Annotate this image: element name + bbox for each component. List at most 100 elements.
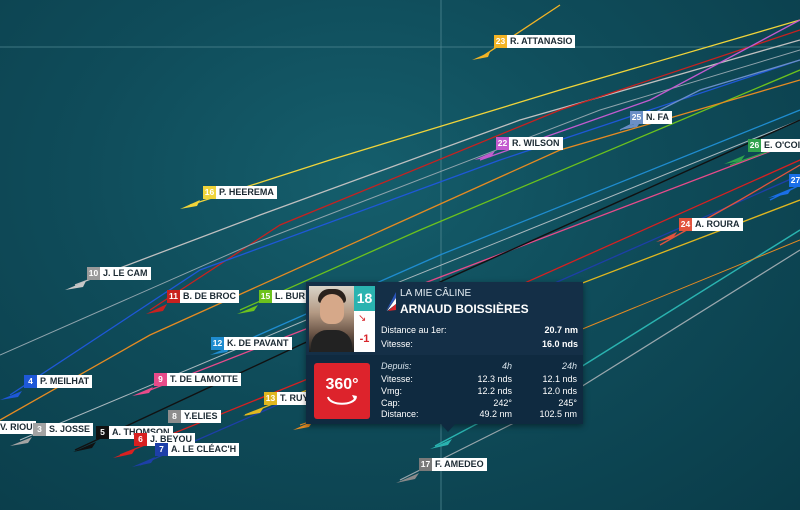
boat-info-popup: 18 ↘ -1 LA MIE CÂLINE ARNAUD BOISSIÈRES … — [306, 282, 583, 424]
boat-marker-josse[interactable] — [10, 437, 32, 446]
boat-rank: 13 — [264, 392, 277, 405]
stats-cell-24h: 12.1 nds — [542, 374, 577, 384]
boat-rank: 3 — [33, 423, 46, 436]
boat-name: J. LE CAM — [100, 267, 151, 280]
boat-marker-roura[interactable] — [656, 232, 677, 242]
boat-name: S. JOSSE — [46, 423, 94, 436]
boat-name: P. MEILHAT — [37, 375, 93, 388]
boat-label-roura[interactable]: 24 A. ROURA — [679, 218, 743, 231]
stats-cell-24h: 245° — [558, 398, 577, 408]
boat-name: T. DE LAMOTTE — [167, 373, 241, 386]
popup-boat-name: LA MIE CÂLINE — [400, 288, 472, 299]
view-360-button[interactable]: 360° — [314, 363, 370, 419]
boat-rank: 9 — [154, 373, 167, 386]
boat-marker-heerema[interactable] — [180, 200, 200, 209]
boat-label-de-lamotte[interactable]: 9 T. DE LAMOTTE — [154, 373, 241, 386]
boat-name: E. O'COI — [761, 139, 800, 152]
boat-rank: 7 — [155, 443, 168, 456]
boat-rank: 12 — [211, 337, 224, 350]
boat-marker-attanasio[interactable] — [472, 52, 490, 60]
boat-marker-le-cam[interactable] — [65, 281, 86, 290]
boat-marker-le-cleach[interactable] — [132, 457, 155, 467]
boat-label-wilson[interactable]: 22 R. WILSON — [496, 137, 563, 150]
boat-label-27[interactable]: 27 — [789, 174, 800, 187]
boat-marker-boissieres[interactable] — [430, 439, 452, 449]
distance-to-leader-label: Distance au 1er: — [381, 325, 447, 335]
boat-label-amedeo[interactable]: 17 F. AMEDEO — [419, 458, 487, 471]
boat-rank: 6 — [134, 433, 147, 446]
track-le-cam — [74, 39, 800, 286]
boat-rank: 25 — [630, 111, 643, 124]
boat-marker-de-lamotte[interactable] — [132, 387, 153, 396]
boat-name: R. WILSON — [509, 137, 563, 150]
boat-rank: 27 — [789, 174, 800, 187]
boat-marker-27[interactable] — [768, 188, 792, 198]
skipper-photo — [309, 286, 354, 352]
boat-label-josse[interactable]: 3 S. JOSSE — [33, 423, 94, 436]
boat-rank: 15 — [259, 290, 272, 303]
boat-name: Y.ELIES — [181, 410, 221, 423]
boat-name: V. RIOU — [0, 421, 36, 434]
boat-name: R. ATTANASIO — [507, 35, 576, 48]
stats-cell-24h: 102.5 nm — [539, 409, 577, 419]
boat-label-ruyant[interactable]: 13 T. RUY — [264, 392, 312, 405]
boat-label-de-pavant[interactable]: 12 K. DE PAVANT — [211, 337, 292, 350]
boat-rank: 11 — [167, 290, 180, 303]
boat-marker-meilhat[interactable] — [0, 391, 22, 400]
boat-name: L. BUR — [272, 290, 308, 303]
boat-label-beyou[interactable]: 6 J. BEYOU — [134, 433, 196, 446]
popup-pointer — [441, 424, 455, 432]
boat-label-de-broc[interactable]: 11 B. DE BROC — [167, 290, 240, 303]
skipper-photo-face — [320, 294, 344, 324]
boat-label-fa[interactable]: 25 N. FA — [630, 111, 673, 124]
boat-rank: 26 — [748, 139, 761, 152]
boat-marker-wilson[interactable] — [474, 151, 495, 160]
track-thomson — [74, 119, 800, 451]
speed-value: 16.0 nds — [541, 339, 578, 349]
boat-label-heerema[interactable]: 16 P. HEEREMA — [203, 186, 277, 199]
boat-marker-ruyant[interactable] — [243, 407, 264, 416]
boat-rank: 10 — [87, 267, 100, 280]
track-grey-1 — [0, 49, 800, 356]
since-label: Depuis: — [381, 361, 412, 371]
popup-skipper-name: ARNAUD BOISSIÈRES — [400, 302, 529, 316]
boat-label-ocoimhin[interactable]: 26 E. O'COI — [748, 139, 800, 152]
track-heerema — [189, 19, 800, 206]
boat-marker-amedeo[interactable] — [396, 473, 419, 483]
boat-label-riou[interactable]: V. RIOU — [0, 421, 36, 434]
stats-row-label: Distance: — [381, 409, 419, 419]
boat-marker-bur[interactable] — [237, 305, 258, 314]
stats-row-label: Cap: — [381, 398, 401, 408]
boat-marker-de-broc[interactable] — [146, 304, 167, 314]
stats-cell-4h: 242° — [493, 398, 512, 408]
boat-label-le-cam[interactable]: 10 J. LE CAM — [87, 267, 151, 280]
popup-header: 18 ↘ -1 LA MIE CÂLINE ARNAUD BOISSIÈRES … — [306, 282, 583, 355]
track-attanasio — [479, 4, 561, 59]
boat-label-attanasio[interactable]: 23 R. ATTANASIO — [494, 35, 576, 48]
boat-marker-thomson[interactable] — [73, 442, 96, 452]
boat-name: B. DE BROC — [180, 290, 240, 303]
boat-label-bur[interactable]: 15 L. BUR — [259, 290, 308, 303]
arrow-down-right-icon: ↘ — [358, 313, 367, 324]
column-4h-header: 4h — [501, 361, 512, 371]
boat-marker-beyou[interactable] — [113, 448, 136, 458]
boat-marker-ocoimhin[interactable] — [724, 155, 745, 164]
view-360-label: 360° — [325, 376, 359, 393]
boat-label-elies[interactable]: 8 Y.ELIES — [168, 410, 221, 423]
french-flag-icon — [386, 292, 396, 311]
track-de-pavant — [219, 109, 800, 353]
skipper-photo-body — [311, 330, 352, 352]
boat-label-meilhat[interactable]: 4 P. MEILHAT — [24, 375, 93, 388]
boat-name: A. ROURA — [692, 218, 743, 231]
stats-cell-4h: 49.2 nm — [479, 409, 512, 419]
boat-label-le-cleach[interactable]: 7 A. LE CLÉAC'H — [155, 443, 240, 456]
track-de-broc — [149, 29, 800, 311]
boat-markers — [0, 52, 792, 483]
boat-rank: 22 — [496, 137, 509, 150]
boat-rank: 4 — [24, 375, 37, 388]
boat-name: T. RUY — [277, 392, 312, 405]
distance-to-leader-value: 20.7 nm — [544, 325, 578, 335]
boat-rank: 16 — [203, 186, 216, 199]
boat-name: K. DE PAVANT — [224, 337, 292, 350]
